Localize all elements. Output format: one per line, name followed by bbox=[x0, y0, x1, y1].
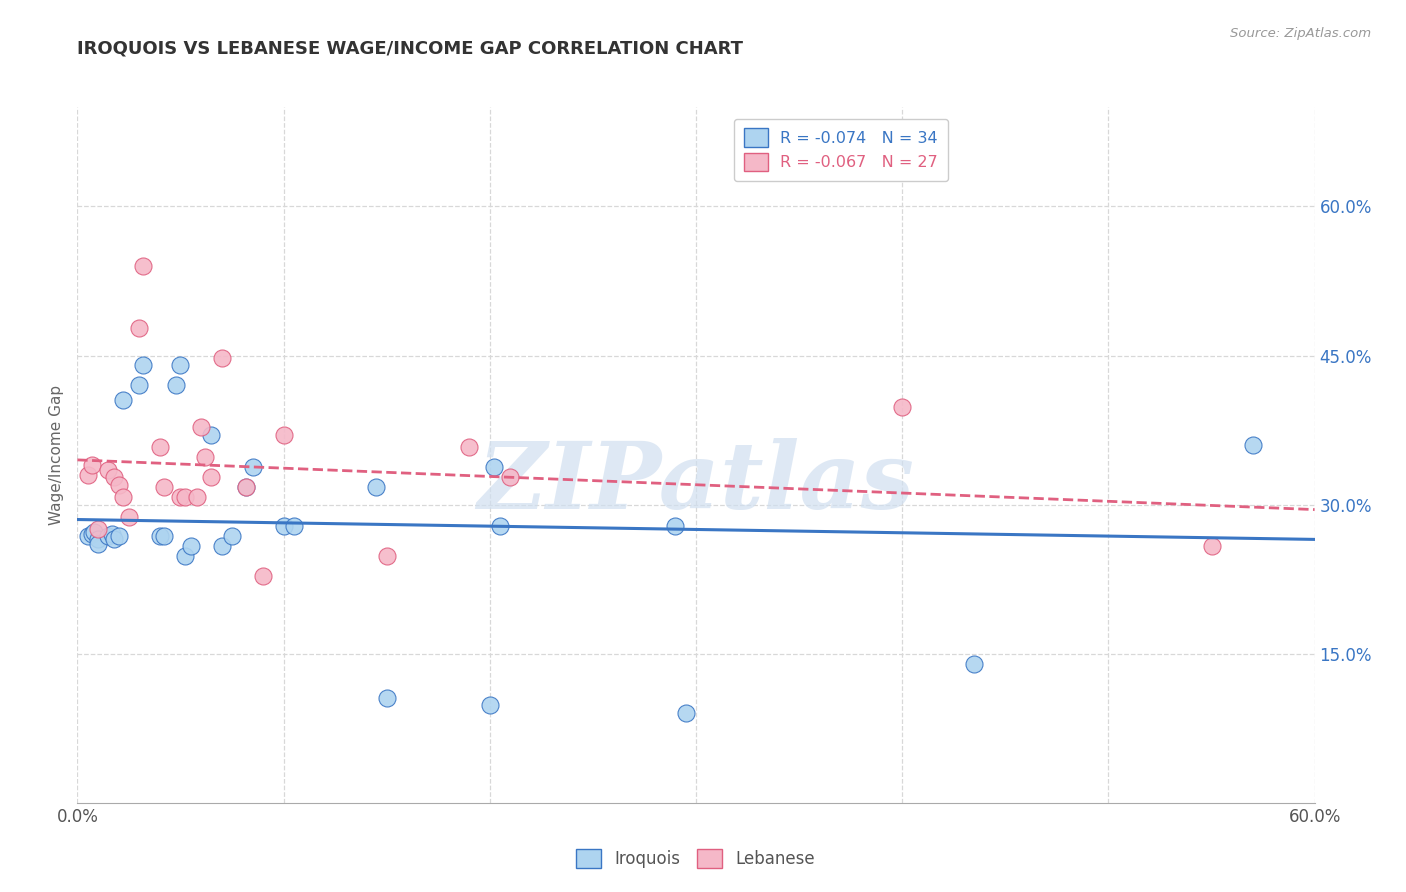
Point bbox=[366, 480, 388, 494]
Point bbox=[211, 351, 233, 365]
Point bbox=[252, 569, 274, 583]
Point bbox=[186, 490, 208, 504]
Point bbox=[97, 529, 120, 543]
Point bbox=[675, 706, 697, 721]
Point bbox=[87, 523, 110, 537]
Point bbox=[128, 378, 150, 392]
Point bbox=[169, 490, 191, 504]
Point bbox=[87, 533, 110, 547]
Point bbox=[1201, 540, 1223, 554]
Point bbox=[273, 428, 295, 442]
Point bbox=[190, 420, 212, 434]
Point bbox=[283, 519, 305, 533]
Point bbox=[235, 480, 257, 494]
Point bbox=[200, 470, 222, 484]
Point bbox=[128, 320, 150, 334]
Point bbox=[242, 459, 264, 474]
Point bbox=[489, 519, 512, 533]
Y-axis label: Wage/Income Gap: Wage/Income Gap bbox=[49, 384, 65, 525]
Point bbox=[97, 463, 120, 477]
Point bbox=[173, 549, 195, 564]
Point bbox=[103, 533, 125, 547]
Point bbox=[963, 657, 986, 671]
Legend: Iroquois, Lebanese: Iroquois, Lebanese bbox=[569, 842, 823, 874]
Point bbox=[111, 490, 134, 504]
Point bbox=[80, 458, 103, 472]
Point bbox=[107, 529, 129, 543]
Point bbox=[180, 540, 202, 554]
Point bbox=[80, 527, 103, 541]
Text: ZIPatlas: ZIPatlas bbox=[478, 438, 914, 528]
Point bbox=[169, 359, 191, 373]
Point bbox=[664, 519, 686, 533]
Point bbox=[132, 359, 155, 373]
Point bbox=[221, 529, 243, 543]
Point bbox=[153, 480, 176, 494]
Point bbox=[200, 428, 222, 442]
Point bbox=[273, 519, 295, 533]
Point bbox=[235, 480, 257, 494]
Point bbox=[499, 470, 522, 484]
Point bbox=[1241, 438, 1264, 452]
Point bbox=[111, 393, 134, 408]
Point bbox=[165, 378, 187, 392]
Point bbox=[101, 527, 124, 541]
Point bbox=[891, 401, 914, 415]
Point bbox=[76, 467, 98, 482]
Text: Source: ZipAtlas.com: Source: ZipAtlas.com bbox=[1230, 27, 1371, 40]
Point bbox=[482, 459, 505, 474]
Point bbox=[173, 490, 195, 504]
Point bbox=[76, 529, 98, 543]
Point bbox=[118, 509, 141, 524]
Point bbox=[375, 691, 398, 706]
Point bbox=[478, 698, 501, 713]
Point bbox=[132, 259, 155, 273]
Point bbox=[458, 440, 481, 454]
Point bbox=[83, 525, 105, 540]
Point bbox=[194, 450, 217, 464]
Point bbox=[87, 537, 110, 551]
Point bbox=[153, 529, 176, 543]
Point bbox=[375, 549, 398, 564]
Point bbox=[149, 529, 172, 543]
Point bbox=[107, 477, 129, 491]
Point bbox=[211, 540, 233, 554]
Text: IROQUOIS VS LEBANESE WAGE/INCOME GAP CORRELATION CHART: IROQUOIS VS LEBANESE WAGE/INCOME GAP COR… bbox=[77, 40, 744, 58]
Point bbox=[149, 440, 172, 454]
Point bbox=[103, 470, 125, 484]
